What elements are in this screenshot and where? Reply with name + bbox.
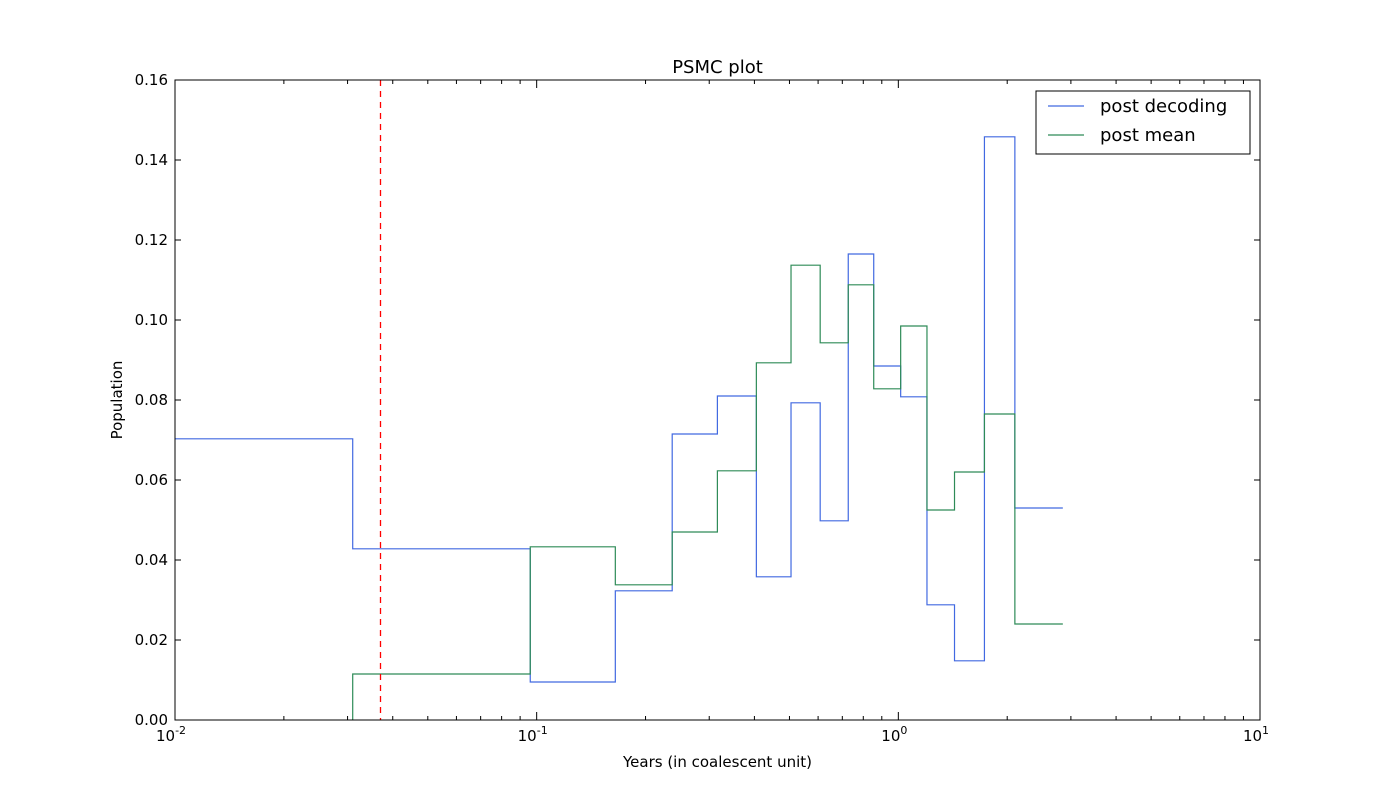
legend: post decoding post mean (1035, 90, 1251, 155)
series-line-post-mean (352, 264, 1063, 720)
y-tick-label: 0.08 (135, 391, 168, 409)
y-tick-label: 0.12 (135, 231, 168, 249)
legend-box (1035, 90, 1251, 155)
y-tick-label: 0.06 (135, 471, 168, 489)
legend-label-post-decoding: post decoding (1100, 96, 1227, 117)
x-tick-label: 101 (1243, 724, 1269, 745)
chart-title: PSMC plot (672, 57, 763, 78)
x-tick-label: 100 (881, 724, 907, 745)
y-tick-label: 0.02 (135, 631, 168, 649)
y-tick-label: 0.10 (135, 311, 168, 329)
x-tick-label: 10-2 (156, 724, 186, 745)
x-axis-label: Years (in coalescent unit) (622, 753, 812, 771)
y-tick-label: 0.14 (135, 151, 168, 169)
legend-label-post-mean: post mean (1100, 125, 1196, 146)
series-line-post-decoding (175, 136, 1063, 683)
y-axis-label: Population (108, 361, 126, 440)
x-tick-label: 10-1 (518, 724, 548, 745)
plot-layer (175, 80, 1063, 720)
y-tick-label: 0.16 (135, 71, 168, 89)
y-tick-label: 0.04 (135, 551, 168, 569)
ticks-layer: 0.00 0.02 0.04 0.06 0.08 0.10 0.12 0.14 0.16 10-2… (135, 71, 1269, 745)
y-tick-label: 0.00 (135, 711, 168, 729)
